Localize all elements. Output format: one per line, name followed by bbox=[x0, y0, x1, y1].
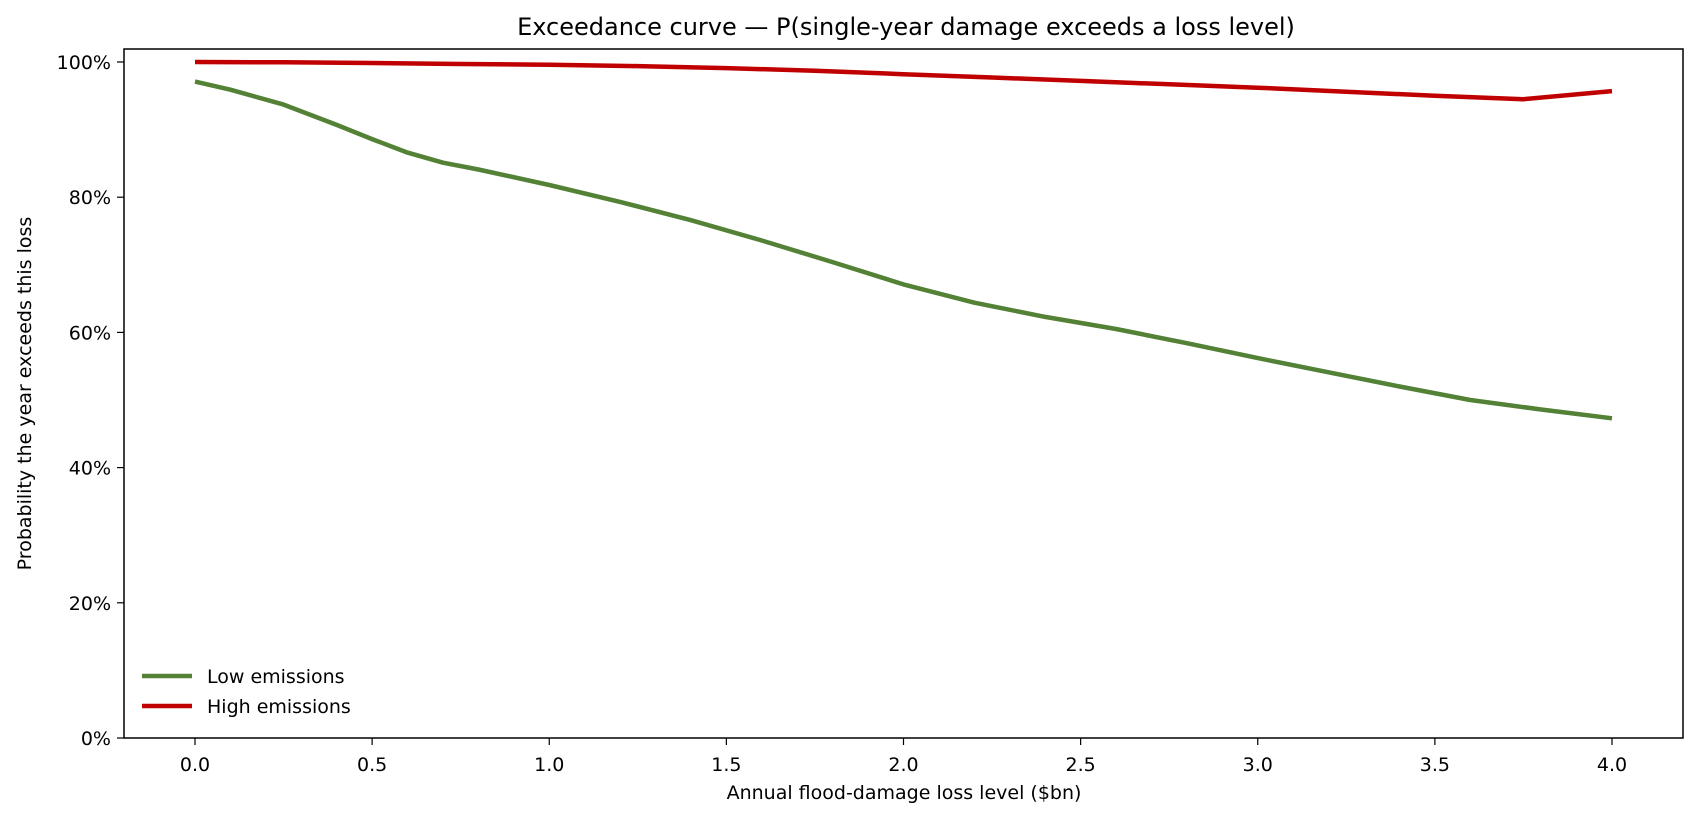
legend-label: High emissions bbox=[207, 696, 351, 718]
x-tick-label: 3.5 bbox=[1420, 754, 1450, 776]
chart-title: Exceedance curve — P(single-year damage … bbox=[517, 13, 1295, 41]
y-tick-label: 80% bbox=[69, 187, 111, 209]
series-line-high-emissions bbox=[194, 59, 1613, 102]
y-tick-label: 20% bbox=[69, 593, 111, 615]
x-tick-label: 1.5 bbox=[711, 754, 741, 776]
y-axis-label: Probability the year exceeds this loss bbox=[14, 217, 36, 571]
x-tick-label: 0.5 bbox=[357, 754, 387, 776]
plot-lines bbox=[194, 59, 1613, 421]
x-tick-label: 2.0 bbox=[888, 754, 918, 776]
x-tick-label: 4.0 bbox=[1597, 754, 1627, 776]
x-axis-label: Annual flood-damage loss level ($bn) bbox=[727, 782, 1082, 804]
x-axis-ticks: 0.0 0.5 1.0 1.5 2.0 2.5 3.0 3.5 4.0 bbox=[180, 738, 1627, 776]
legend-entry-low-emissions: Low emissions bbox=[142, 666, 345, 688]
x-tick-label: 2.5 bbox=[1066, 754, 1096, 776]
y-tick-label: 40% bbox=[69, 458, 111, 480]
legend-label: Low emissions bbox=[207, 666, 345, 688]
y-tick-label: 60% bbox=[69, 322, 111, 344]
y-tick-label: 100% bbox=[57, 52, 111, 74]
x-tick-label: 3.0 bbox=[1243, 754, 1273, 776]
y-axis-ticks: 0% 20% 40% 60% 80% 100% bbox=[57, 52, 124, 750]
series-line-low-emissions bbox=[194, 79, 1613, 421]
y-tick-label: 0% bbox=[81, 728, 111, 750]
axes-frame bbox=[123, 48, 1684, 739]
legend-entry-high-emissions: High emissions bbox=[142, 696, 351, 718]
x-tick-label: 1.0 bbox=[534, 754, 564, 776]
legend: Low emissions High emissions bbox=[142, 666, 351, 718]
x-tick-label: 0.0 bbox=[180, 754, 210, 776]
